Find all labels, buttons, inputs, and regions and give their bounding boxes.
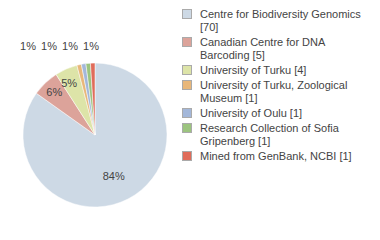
html-text:Centre for Biodiversity Genomi: Centre for Biodiversity Genomics [70] (200, 8, 361, 33)
svg-text:5%: 5% (61, 77, 77, 89)
svg-text:6%: 6% (46, 86, 62, 98)
html-text:Mined from GenBank, NCBI [1]: Mined from GenBank, NCBI [1] (200, 150, 352, 162)
html-text:University of Turku [4]: University of Turku [4] (200, 64, 307, 76)
html-text:Canadian Centre for DNA Barcod: Canadian Centre for DNA Barcoding [5] (200, 36, 325, 61)
svg-text:1%: 1% (41, 40, 57, 52)
svg-text:1%: 1% (83, 40, 99, 52)
svg-text:84%: 84% (103, 170, 125, 182)
html-text:University of Turku, Zoologica: University of Turku, Zoological Museum [… (200, 79, 348, 104)
html-text:University of Oulu [1]: University of Oulu [1] (200, 107, 303, 119)
html-text:Research Collection of Sofia G: Research Collection of Sofia Gripenberg … (200, 122, 339, 147)
svg-text:1%: 1% (20, 40, 36, 52)
svg-text:1%: 1% (62, 40, 78, 52)
